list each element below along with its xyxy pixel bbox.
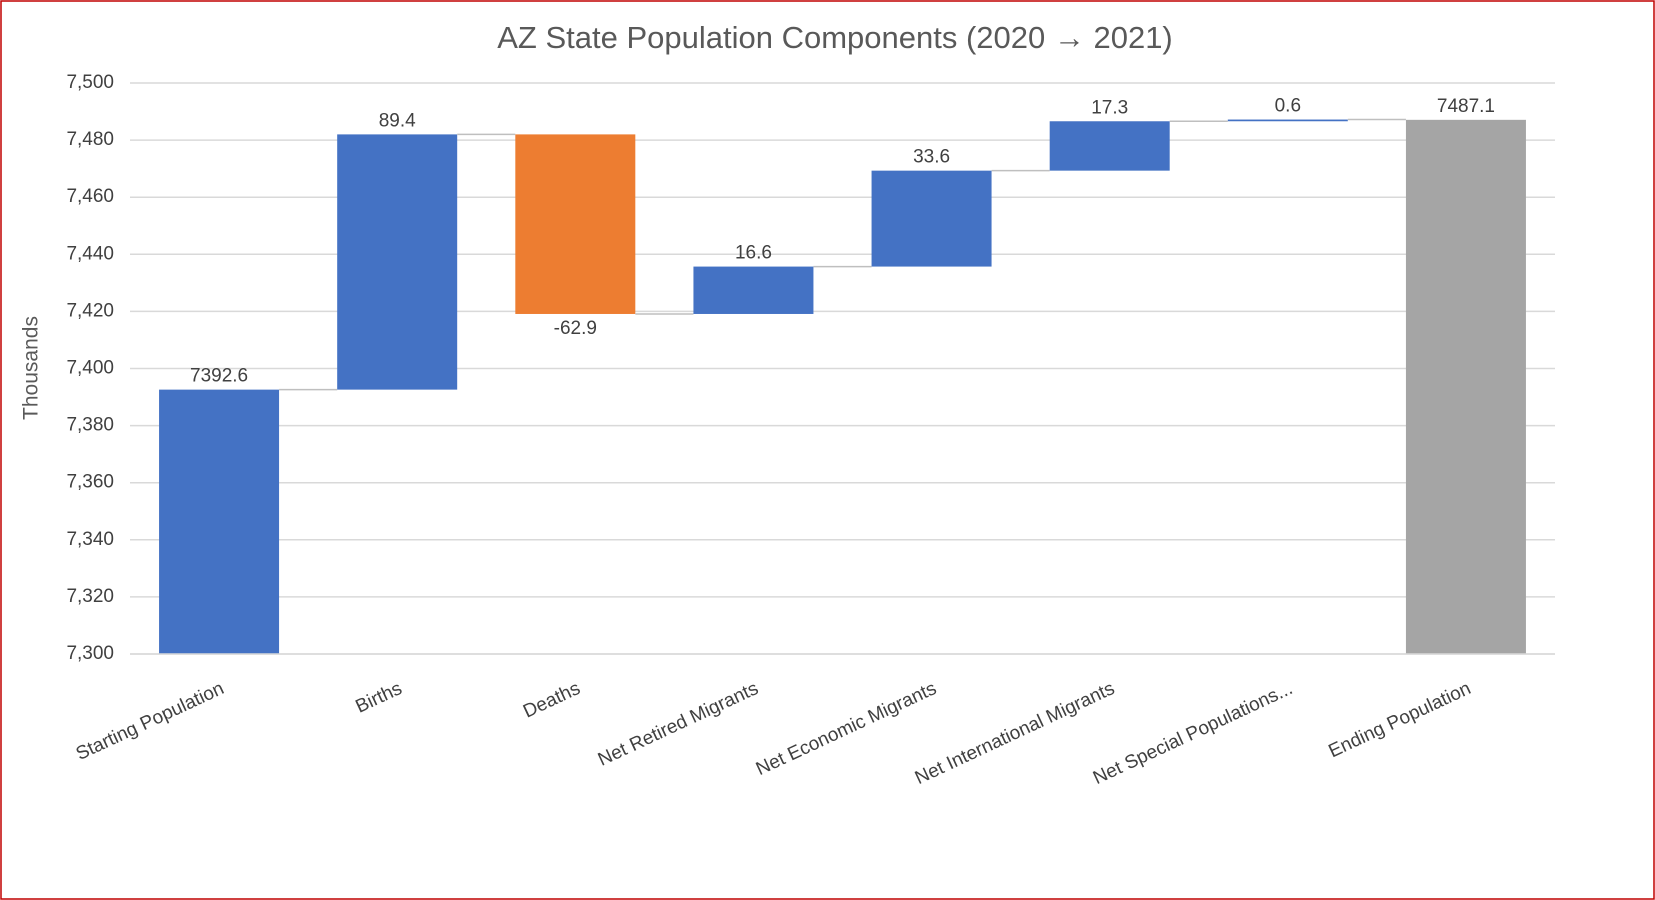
chart-title: AZ State Population Components (2020 → 2… — [497, 20, 1173, 55]
bar — [693, 266, 814, 314]
bar — [871, 170, 992, 267]
y-tick-label: 7,480 — [66, 129, 114, 150]
y-tick-label: 7,500 — [66, 72, 114, 93]
data-label: 33.6 — [913, 147, 950, 168]
y-tick-label: 7,360 — [66, 472, 114, 493]
y-tick-label: 7,300 — [66, 643, 114, 664]
data-label: 89.4 — [379, 110, 416, 131]
data-label: 16.6 — [735, 243, 772, 264]
data-label: -62.9 — [554, 318, 597, 339]
data-label: 17.3 — [1091, 97, 1128, 118]
bar — [515, 134, 636, 314]
y-tick-label: 7,420 — [66, 300, 114, 321]
y-tick-label: 7,320 — [66, 586, 114, 607]
bar — [1049, 121, 1170, 171]
y-tick-label: 7,340 — [66, 529, 114, 550]
bar — [1405, 119, 1526, 655]
bar — [337, 134, 458, 390]
y-axis-label: Thousands — [20, 316, 43, 420]
bar — [159, 389, 280, 654]
data-label: 7392.6 — [190, 366, 248, 387]
y-tick-label: 7,460 — [66, 186, 114, 207]
bar — [1227, 119, 1348, 122]
y-tick-label: 7,400 — [66, 358, 114, 379]
y-tick-label: 7,380 — [66, 415, 114, 436]
y-tick-label: 7,440 — [66, 243, 114, 264]
data-label: 7487.1 — [1437, 96, 1495, 117]
data-label: 0.6 — [1275, 96, 1301, 117]
